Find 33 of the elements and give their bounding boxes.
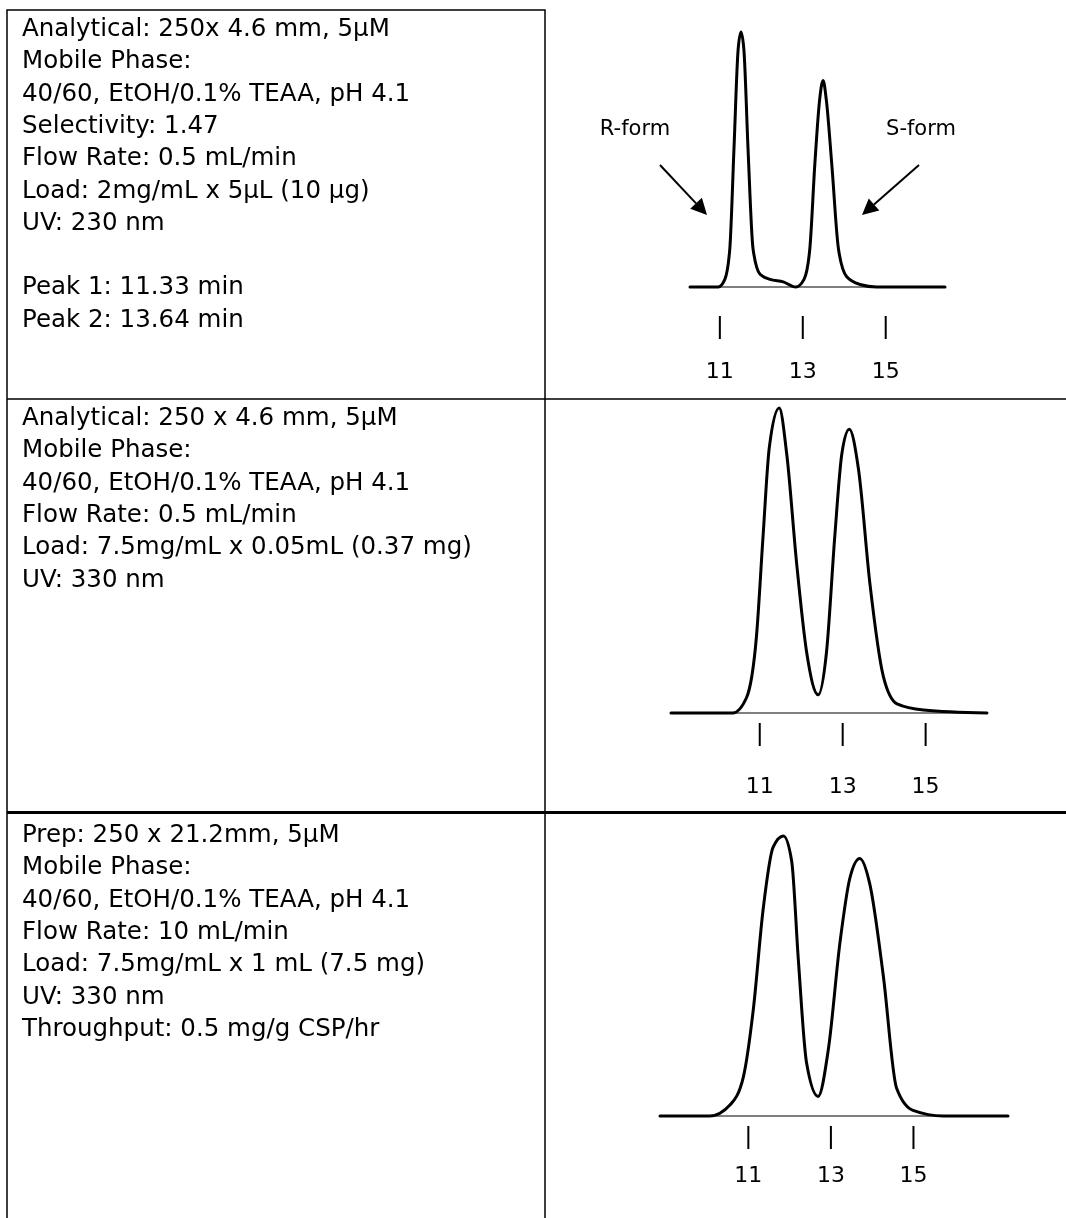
text: Analytical: 250x 4.6 mm, 5µM <box>22 13 390 42</box>
text: Load: 2mg/mL x 5µL (10 µg) <box>22 174 370 204</box>
x-tick-label: 13 <box>816 1162 845 1187</box>
x-tick-label: 15 <box>899 1162 928 1187</box>
text: Selectivity: 1.47 <box>22 109 219 139</box>
text: R-form <box>599 116 671 140</box>
x-tick-label: 11 <box>705 358 734 383</box>
x-tick-label: 15 <box>871 358 900 383</box>
text: Mobile Phase: <box>22 851 192 881</box>
text: Load: 7.5mg/mL x 0.05mL (0.37 mg) <box>22 531 472 561</box>
text: UV: 230 nm <box>22 206 165 236</box>
text: Peak 2: 13.64 min <box>22 303 244 333</box>
x-tick-label: 11 <box>745 773 774 798</box>
text: Flow Rate: 0.5 mL/min <box>22 142 297 172</box>
x-tick-label: 15 <box>911 773 940 798</box>
text: Mobile Phase: <box>22 434 192 464</box>
text: Analytical: 250 x 4.6 mm, 5µM <box>22 402 398 431</box>
text: 40/60, EtOH/0.1% TEAA, pH 4.1 <box>22 883 411 913</box>
text: Load: 7.5mg/mL x 1 mL (7.5 mg) <box>22 948 426 978</box>
text: UV: 330 nm <box>22 980 165 1010</box>
x-tick-label: 13 <box>788 358 817 383</box>
x-tick-label: 11 <box>734 1162 763 1187</box>
annotation: S-form <box>886 116 956 140</box>
x-tick-label: 13 <box>828 773 857 798</box>
text: Mobile Phase: <box>22 45 192 75</box>
text: Throughput: 0.5 mg/g CSP/hr <box>21 1012 381 1042</box>
text: UV: 330 nm <box>22 563 165 593</box>
text: 40/60, EtOH/0.1% TEAA, pH 4.1 <box>22 77 411 107</box>
text: Prep: 250 x 21.2mm, 5µM <box>22 819 340 848</box>
text: Flow Rate: 0.5 mL/min <box>22 498 297 528</box>
text: Flow Rate: 10 mL/min <box>22 915 289 945</box>
text: Peak 1: 11.33 min <box>22 271 244 301</box>
text: 40/60, EtOH/0.1% TEAA, pH 4.1 <box>22 466 411 496</box>
